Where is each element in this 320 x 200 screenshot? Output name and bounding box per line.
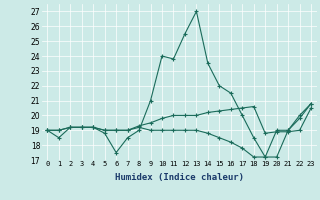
X-axis label: Humidex (Indice chaleur): Humidex (Indice chaleur) [115, 173, 244, 182]
